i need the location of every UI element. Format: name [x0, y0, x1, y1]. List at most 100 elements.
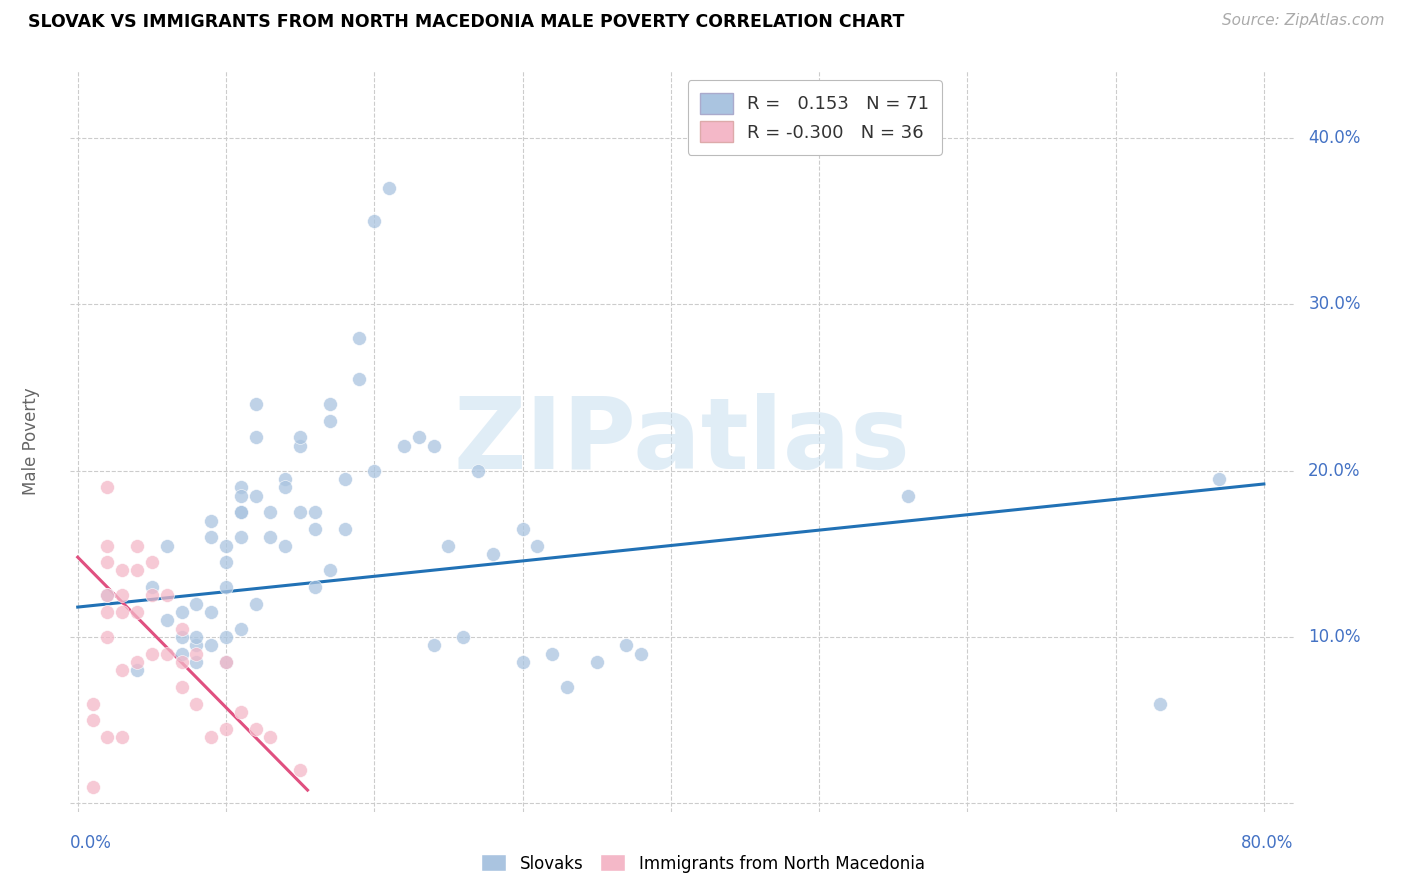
Text: 80.0%: 80.0% — [1241, 834, 1294, 852]
Point — [200, 530, 222, 544]
Point — [512, 522, 534, 536]
Legend: Slovaks, Immigrants from North Macedonia: Slovaks, Immigrants from North Macedonia — [475, 847, 931, 880]
Point — [229, 622, 252, 636]
Point — [259, 530, 281, 544]
Point — [82, 697, 104, 711]
Point — [363, 214, 385, 228]
Text: 10.0%: 10.0% — [1308, 628, 1361, 646]
Point — [215, 539, 238, 553]
Point — [259, 505, 281, 519]
Point — [319, 564, 342, 578]
Point — [333, 472, 356, 486]
Point — [141, 580, 163, 594]
Point — [156, 589, 179, 603]
Point — [141, 555, 163, 569]
Point — [215, 655, 238, 669]
Point — [156, 539, 179, 553]
Point — [186, 630, 208, 644]
Point — [186, 647, 208, 661]
Point — [319, 414, 342, 428]
Point — [363, 464, 385, 478]
Point — [437, 539, 460, 553]
Point — [288, 430, 311, 444]
Point — [82, 780, 104, 794]
Text: 0.0%: 0.0% — [70, 834, 112, 852]
Point — [125, 605, 148, 619]
Point — [1208, 472, 1230, 486]
Text: 30.0%: 30.0% — [1308, 295, 1361, 313]
Point — [186, 697, 208, 711]
Point — [349, 330, 371, 344]
Point — [229, 705, 252, 719]
Point — [156, 614, 179, 628]
Point — [96, 730, 118, 744]
Point — [585, 655, 607, 669]
Point — [170, 655, 193, 669]
Point — [288, 763, 311, 777]
Point — [304, 580, 326, 594]
Point — [274, 480, 297, 494]
Text: Male Poverty: Male Poverty — [21, 388, 39, 495]
Point — [229, 480, 252, 494]
Point — [467, 464, 489, 478]
Point — [349, 372, 371, 386]
Point — [245, 722, 267, 736]
Point — [422, 439, 444, 453]
Point — [96, 589, 118, 603]
Point — [229, 489, 252, 503]
Point — [408, 430, 430, 444]
Point — [897, 489, 920, 503]
Point — [259, 730, 281, 744]
Point — [96, 480, 118, 494]
Point — [304, 505, 326, 519]
Point — [245, 430, 267, 444]
Point — [186, 597, 208, 611]
Point — [200, 730, 222, 744]
Point — [245, 489, 267, 503]
Point — [141, 647, 163, 661]
Point — [96, 589, 118, 603]
Point — [392, 439, 415, 453]
Point — [186, 655, 208, 669]
Point — [451, 630, 474, 644]
Point — [541, 647, 564, 661]
Point — [125, 539, 148, 553]
Point — [482, 547, 505, 561]
Legend: R =   0.153   N = 71, R = -0.300   N = 36: R = 0.153 N = 71, R = -0.300 N = 36 — [688, 80, 942, 154]
Point — [288, 505, 311, 519]
Point — [141, 589, 163, 603]
Point — [555, 680, 578, 694]
Point — [96, 605, 118, 619]
Point — [215, 580, 238, 594]
Point — [170, 647, 193, 661]
Point — [229, 530, 252, 544]
Point — [215, 722, 238, 736]
Point — [200, 638, 222, 652]
Point — [170, 630, 193, 644]
Point — [170, 605, 193, 619]
Point — [156, 647, 179, 661]
Point — [274, 472, 297, 486]
Point — [96, 555, 118, 569]
Point — [200, 605, 222, 619]
Point — [111, 730, 134, 744]
Point — [333, 522, 356, 536]
Point — [111, 663, 134, 677]
Point — [304, 522, 326, 536]
Text: ZIPatlas: ZIPatlas — [454, 393, 910, 490]
Point — [422, 638, 444, 652]
Point — [614, 638, 637, 652]
Point — [170, 622, 193, 636]
Point — [245, 397, 267, 411]
Point — [229, 505, 252, 519]
Point — [111, 564, 134, 578]
Point — [111, 605, 134, 619]
Point — [288, 439, 311, 453]
Point — [526, 539, 548, 553]
Text: 40.0%: 40.0% — [1308, 129, 1361, 147]
Point — [378, 181, 401, 195]
Text: Source: ZipAtlas.com: Source: ZipAtlas.com — [1222, 13, 1385, 29]
Point — [200, 514, 222, 528]
Point — [512, 655, 534, 669]
Point — [96, 630, 118, 644]
